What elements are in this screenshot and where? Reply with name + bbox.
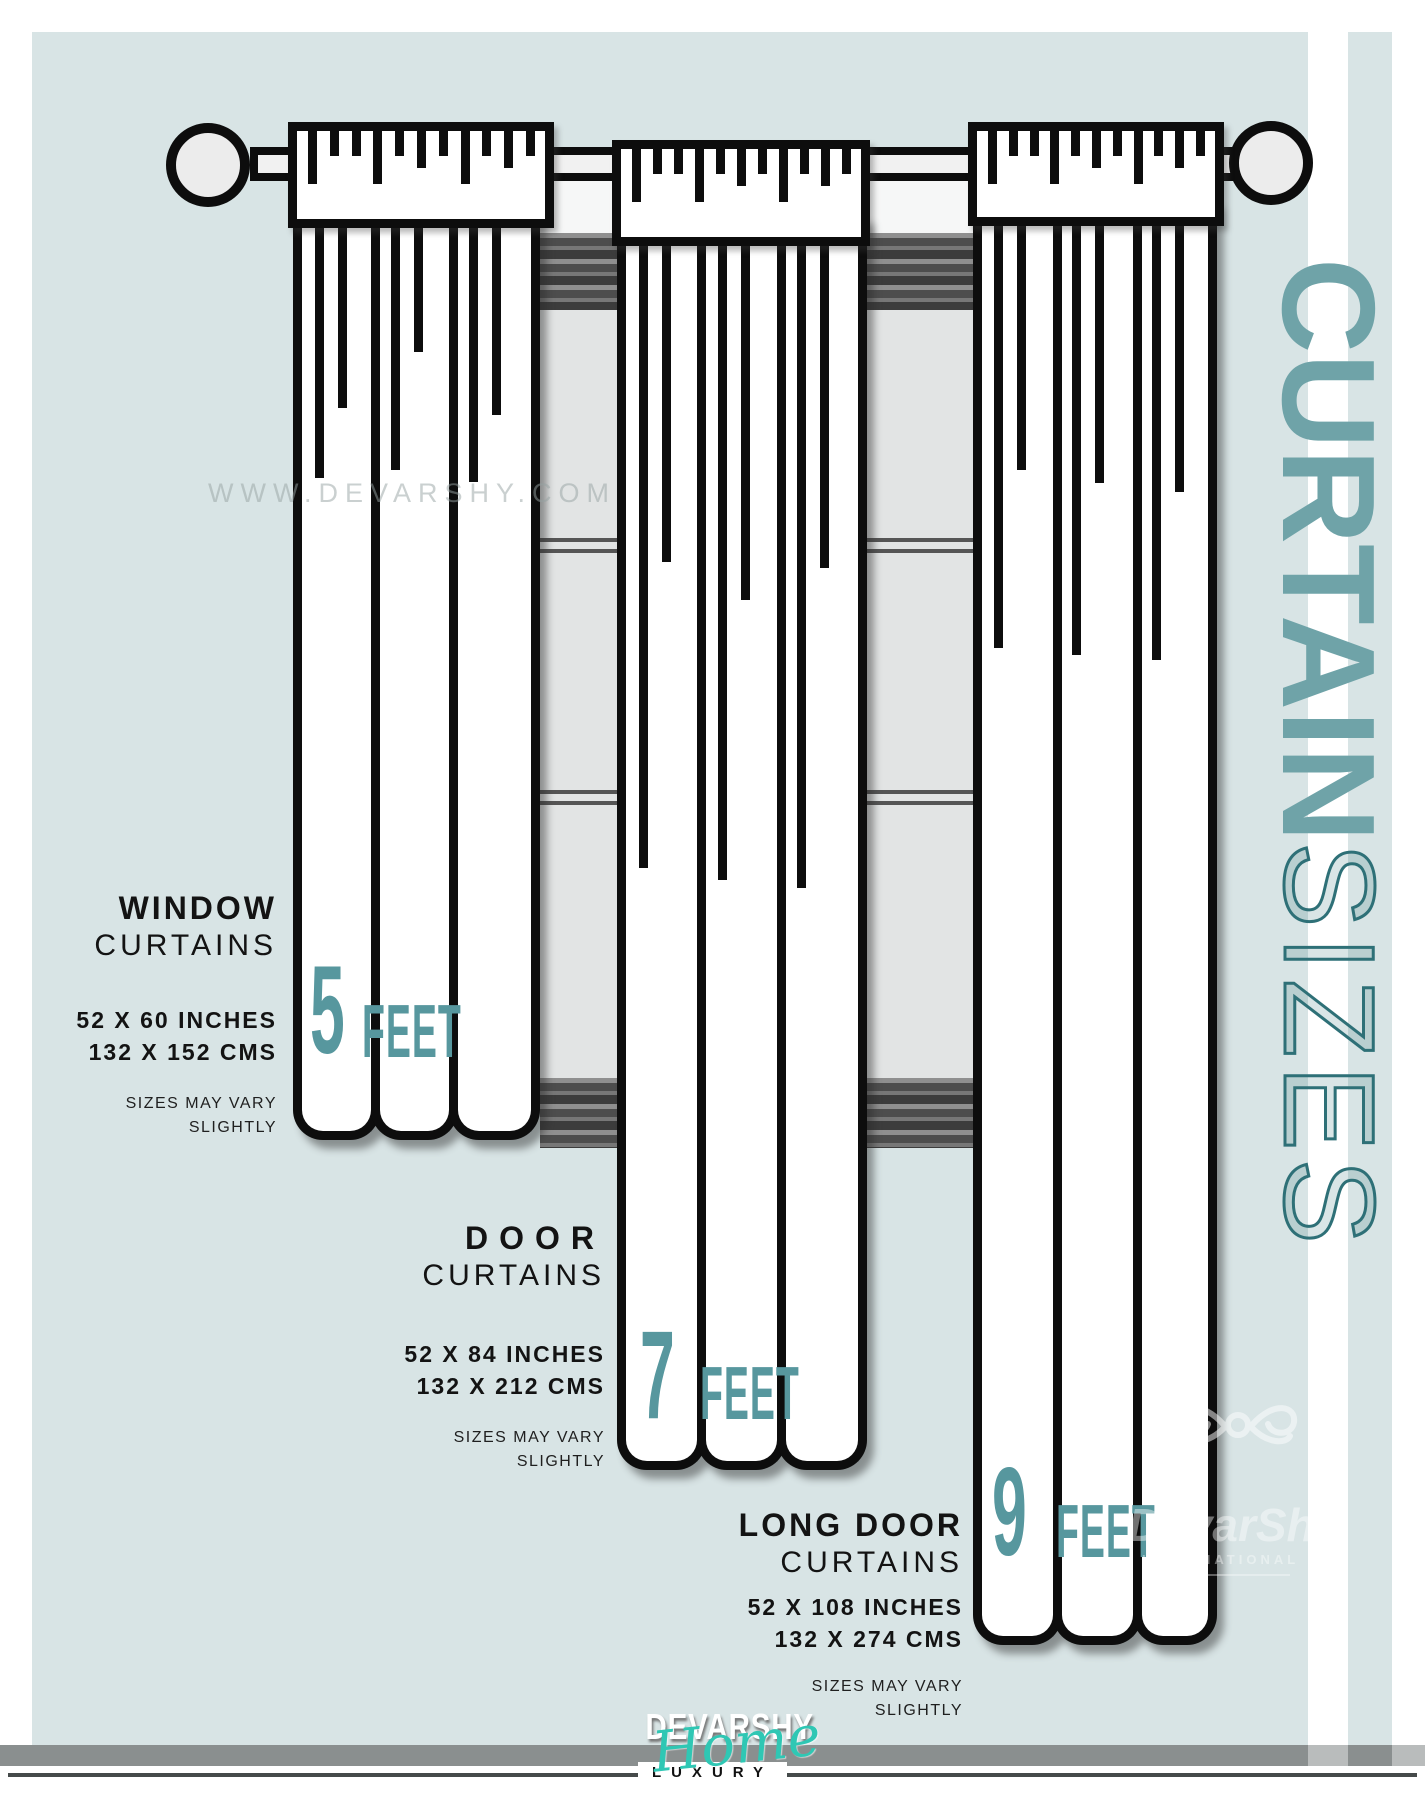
header-tick <box>1030 131 1039 156</box>
pleat-fold-line <box>1017 222 1026 470</box>
section-subheading: CURTAINS <box>422 1259 605 1292</box>
header-tick <box>1175 131 1184 168</box>
pleat-fold-line <box>492 222 501 415</box>
section-subheading: CURTAINS <box>94 929 277 962</box>
section-heading: LONG DOOR <box>738 1507 963 1543</box>
header-tick <box>526 131 535 156</box>
long-door-curtains-label: LONG DOOR CURTAINS 52 X 108 INCHES 132 X… <box>703 1507 963 1722</box>
header-tick <box>395 131 404 156</box>
header-tick <box>1113 131 1122 156</box>
size-note: SIZES MAY VARY SLIGHTLY <box>811 1678 963 1719</box>
logo-tagline: LUXURY <box>0 1762 1425 1783</box>
size-cms: 132 X 212 CMS <box>416 1372 605 1399</box>
pleat-fold-line <box>1152 222 1161 660</box>
header-tick <box>330 131 339 156</box>
header-tick <box>821 149 830 186</box>
pleat-fold-line <box>469 222 478 482</box>
size-note: SIZES MAY VARY SLIGHTLY <box>453 1429 605 1470</box>
header-tick <box>417 131 426 168</box>
rod-finial-right <box>1229 121 1313 205</box>
pleat-fold-line <box>662 242 671 562</box>
header-tick <box>504 131 513 168</box>
header-tick <box>352 131 361 156</box>
header-tick <box>632 149 641 202</box>
header-tick <box>373 131 382 184</box>
rod-finial-left <box>166 123 250 207</box>
pleat-fold-line <box>414 222 423 352</box>
length-9-unit: FEET <box>1056 1489 1156 1573</box>
header-tick <box>695 149 704 202</box>
pleat-fold-line <box>1072 222 1081 655</box>
white-stripe-bottom <box>1308 1310 1348 1745</box>
pleat-fold-line <box>315 222 324 478</box>
floor-bar-highlight <box>1308 1745 1348 1766</box>
length-7-value: 7 <box>640 1306 675 1445</box>
header-tick <box>842 149 851 174</box>
background-strip-right <box>1348 32 1392 1745</box>
size-inches: 52 X 84 INCHES <box>404 1341 605 1367</box>
header-tick <box>482 131 491 156</box>
pleat-fold-line <box>1175 222 1184 492</box>
header-tick <box>308 131 317 184</box>
size-inches: 52 X 108 INCHES <box>747 1594 963 1620</box>
door-curtain-header <box>612 140 870 246</box>
floor-bar <box>0 1745 1425 1766</box>
header-tick <box>737 149 746 186</box>
length-7-unit: FEET <box>700 1351 800 1435</box>
white-stripe-top <box>1308 32 1348 253</box>
pleat-fold-line <box>338 222 347 408</box>
size-cms: 132 X 152 CMS <box>88 1038 277 1065</box>
pleat-fold-line <box>639 242 648 868</box>
page-title: CURTAINSIZES <box>1255 258 1402 1378</box>
header-tick <box>779 149 788 202</box>
header-tick <box>1009 131 1018 156</box>
logo-brand: DEVARSHY <box>645 1706 815 1747</box>
length-5-value: 5 <box>310 941 345 1080</box>
size-inches: 52 X 60 INCHES <box>76 1007 277 1033</box>
long-door-curtain-header <box>968 122 1224 226</box>
header-tick <box>1071 131 1080 156</box>
header-tick <box>716 149 725 174</box>
header-tick <box>439 131 448 156</box>
title-curtain: CURTAIN <box>1255 258 1402 843</box>
pleat-fold-line <box>391 222 400 470</box>
pleat-fold-line <box>797 242 806 888</box>
length-9-value: 9 <box>992 1443 1027 1582</box>
title-sizes: SIZES <box>1256 841 1402 1254</box>
header-tick <box>1196 131 1205 156</box>
header-tick <box>461 131 470 184</box>
pleat-fold-line <box>718 242 727 880</box>
window-curtains-label: WINDOW CURTAINS 52 X 60 INCHES 132 X 152… <box>17 890 277 1139</box>
pleat-fold-line <box>741 242 750 600</box>
size-cms: 132 X 274 CMS <box>774 1625 963 1652</box>
header-tick <box>1154 131 1163 156</box>
section-subheading: CURTAINS <box>780 1546 963 1579</box>
window-curtain-header <box>288 122 554 228</box>
header-tick <box>653 149 662 174</box>
pleat-fold-line <box>1095 222 1104 483</box>
header-tick <box>758 149 767 174</box>
header-tick <box>1134 131 1143 184</box>
header-tick <box>988 131 997 184</box>
section-heading: DOOR <box>465 1220 605 1256</box>
size-note: SIZES MAY VARY SLIGHTLY <box>125 1095 277 1136</box>
door-curtains-label: DOOR CURTAINS 52 X 84 INCHES 132 X 212 C… <box>345 1220 605 1473</box>
pleat-fold-line <box>994 222 1003 648</box>
header-tick <box>1050 131 1059 184</box>
length-5-unit: FEET <box>362 989 462 1073</box>
header-tick <box>1092 131 1101 168</box>
header-tick <box>800 149 809 174</box>
section-heading: WINDOW <box>118 890 277 926</box>
floor-bar-highlight <box>1392 1745 1425 1766</box>
header-tick <box>674 149 683 174</box>
pleat-fold-line <box>820 242 829 568</box>
